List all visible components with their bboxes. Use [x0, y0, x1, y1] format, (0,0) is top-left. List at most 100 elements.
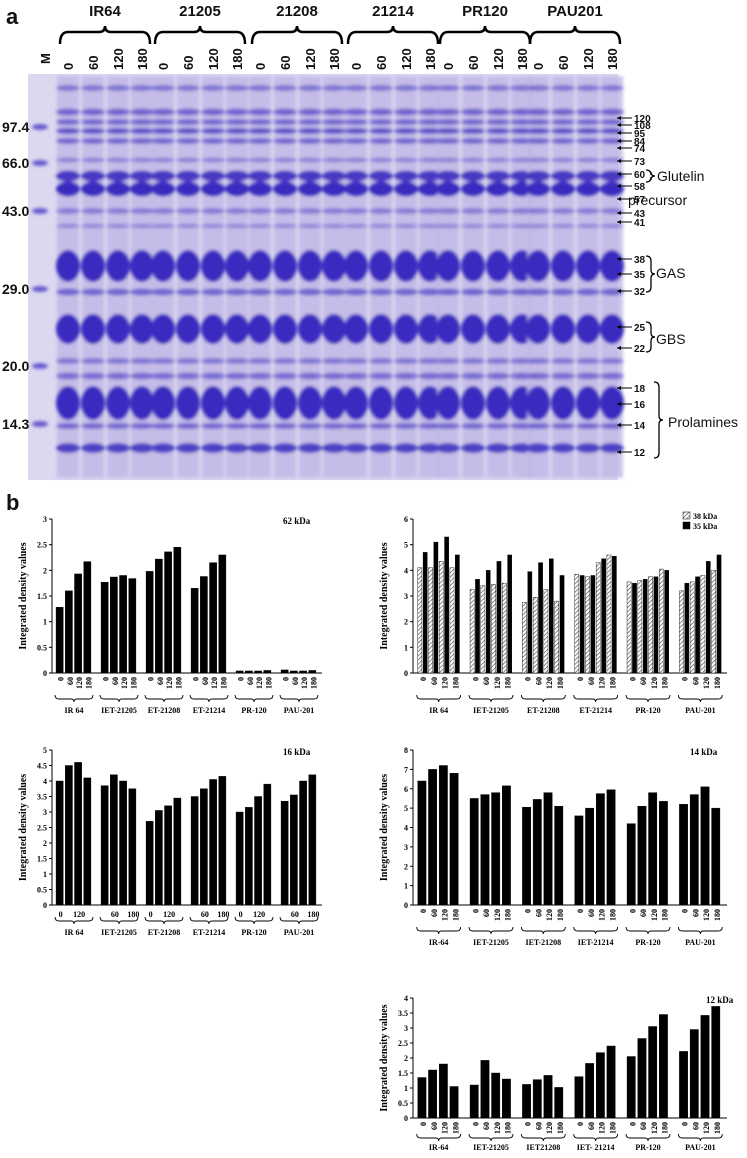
x-tick-label: 180 — [451, 1122, 460, 1134]
y-tick-label: 3.5 — [37, 793, 47, 802]
gel-band — [322, 85, 346, 91]
gel-band — [106, 372, 130, 380]
x-tick-label: 120 — [702, 1122, 711, 1134]
gel-band — [176, 128, 200, 134]
group-label: IET-21205 — [473, 938, 509, 947]
gel-band — [344, 423, 368, 429]
marker-band — [32, 421, 48, 427]
gel-band — [56, 157, 80, 163]
bar — [554, 600, 559, 674]
bar — [245, 807, 253, 906]
legend-swatch — [682, 521, 691, 530]
gel-band — [176, 358, 200, 364]
gel-band — [201, 170, 225, 182]
gel-band — [394, 386, 418, 420]
y-tick-label: 4.5 — [37, 762, 47, 771]
bar — [559, 575, 565, 674]
gel-band — [526, 170, 550, 182]
group-label: PAU-201 — [284, 928, 315, 937]
gel-band — [369, 138, 393, 144]
chart-title: 62 kDa — [283, 516, 311, 526]
bar — [145, 821, 154, 906]
gel-band — [600, 314, 624, 344]
bar — [110, 774, 118, 906]
band-arrowhead — [617, 184, 621, 188]
gel-band — [436, 423, 460, 429]
group-label: PR-120 — [635, 706, 660, 715]
gel-band — [273, 170, 297, 182]
gel-band — [322, 170, 346, 182]
gel-band — [576, 170, 600, 182]
gel-band — [106, 358, 130, 364]
gel-band — [526, 138, 550, 144]
x-tick-label: 60 — [534, 909, 543, 917]
gel-band — [225, 223, 249, 229]
gel-band — [461, 358, 485, 364]
gel-band — [106, 128, 130, 134]
gel-band — [81, 443, 105, 453]
x-tick-label: 180 — [608, 677, 617, 689]
bar-chart: 0 0.5 1 1.5 2 2.5 3 3.5 4 4.5 5 Integrated density … — [18, 746, 322, 937]
group-label: ET-21208 — [148, 706, 181, 715]
gel-band — [486, 314, 510, 344]
gel-band — [273, 128, 297, 134]
lane-label: 0 — [441, 63, 456, 70]
gel-band — [551, 443, 575, 453]
lane-group-label: 21208 — [276, 3, 318, 20]
gel-band — [600, 372, 624, 380]
bar — [417, 1077, 427, 1119]
gel-band — [369, 358, 393, 364]
x-tick-label: 180 — [713, 1122, 722, 1134]
gel-band — [176, 250, 200, 282]
gel-band — [344, 157, 368, 163]
gel-band — [151, 223, 175, 229]
gel-band — [322, 128, 346, 134]
group-brace — [416, 694, 462, 703]
gel-band — [436, 119, 460, 125]
annotation-brace — [645, 255, 656, 293]
gel-band — [418, 223, 442, 229]
bar — [554, 1087, 564, 1119]
gel-band — [418, 250, 442, 282]
gel-band — [436, 443, 460, 453]
x-tick-label: 0 — [524, 1122, 533, 1126]
bar — [711, 1006, 721, 1119]
gel-band — [322, 157, 346, 163]
gel-band — [526, 85, 550, 91]
bar — [705, 561, 711, 674]
y-tick-label: 4 — [43, 777, 47, 786]
gel-band — [130, 443, 154, 453]
x-tick-label: 180 — [309, 677, 318, 689]
bar — [83, 777, 92, 906]
gel-band — [344, 85, 368, 91]
bar — [128, 788, 137, 906]
group-brace — [416, 926, 462, 935]
gel-band — [461, 423, 485, 429]
bar — [55, 607, 64, 674]
gel-band — [201, 119, 225, 125]
gel-band — [201, 108, 225, 116]
gel-band — [369, 288, 393, 296]
band-arrowhead — [617, 386, 621, 390]
gel-band — [576, 288, 600, 296]
annotation-brace — [645, 169, 656, 183]
bar — [626, 823, 636, 906]
gel-band — [130, 250, 154, 282]
gel-band — [436, 108, 460, 116]
group-label: PAU-201 — [284, 706, 315, 715]
gel-band — [576, 443, 600, 453]
gel-band — [81, 314, 105, 344]
gel-bands — [32, 76, 624, 478]
bar-chart: 0 0.5 1 1.5 2 2.5 3 3.5 4 Integrated density valu… — [379, 994, 734, 1152]
gel-band — [576, 119, 600, 125]
group-label: IR-64 — [429, 1143, 449, 1152]
bar — [190, 796, 199, 906]
gel-band — [551, 314, 575, 344]
bar — [469, 589, 475, 674]
bar — [417, 567, 423, 674]
gel-band — [486, 358, 510, 364]
gel-band — [394, 314, 418, 344]
gel-band — [369, 208, 393, 214]
gel-band — [81, 386, 105, 420]
gel-band — [551, 85, 575, 91]
